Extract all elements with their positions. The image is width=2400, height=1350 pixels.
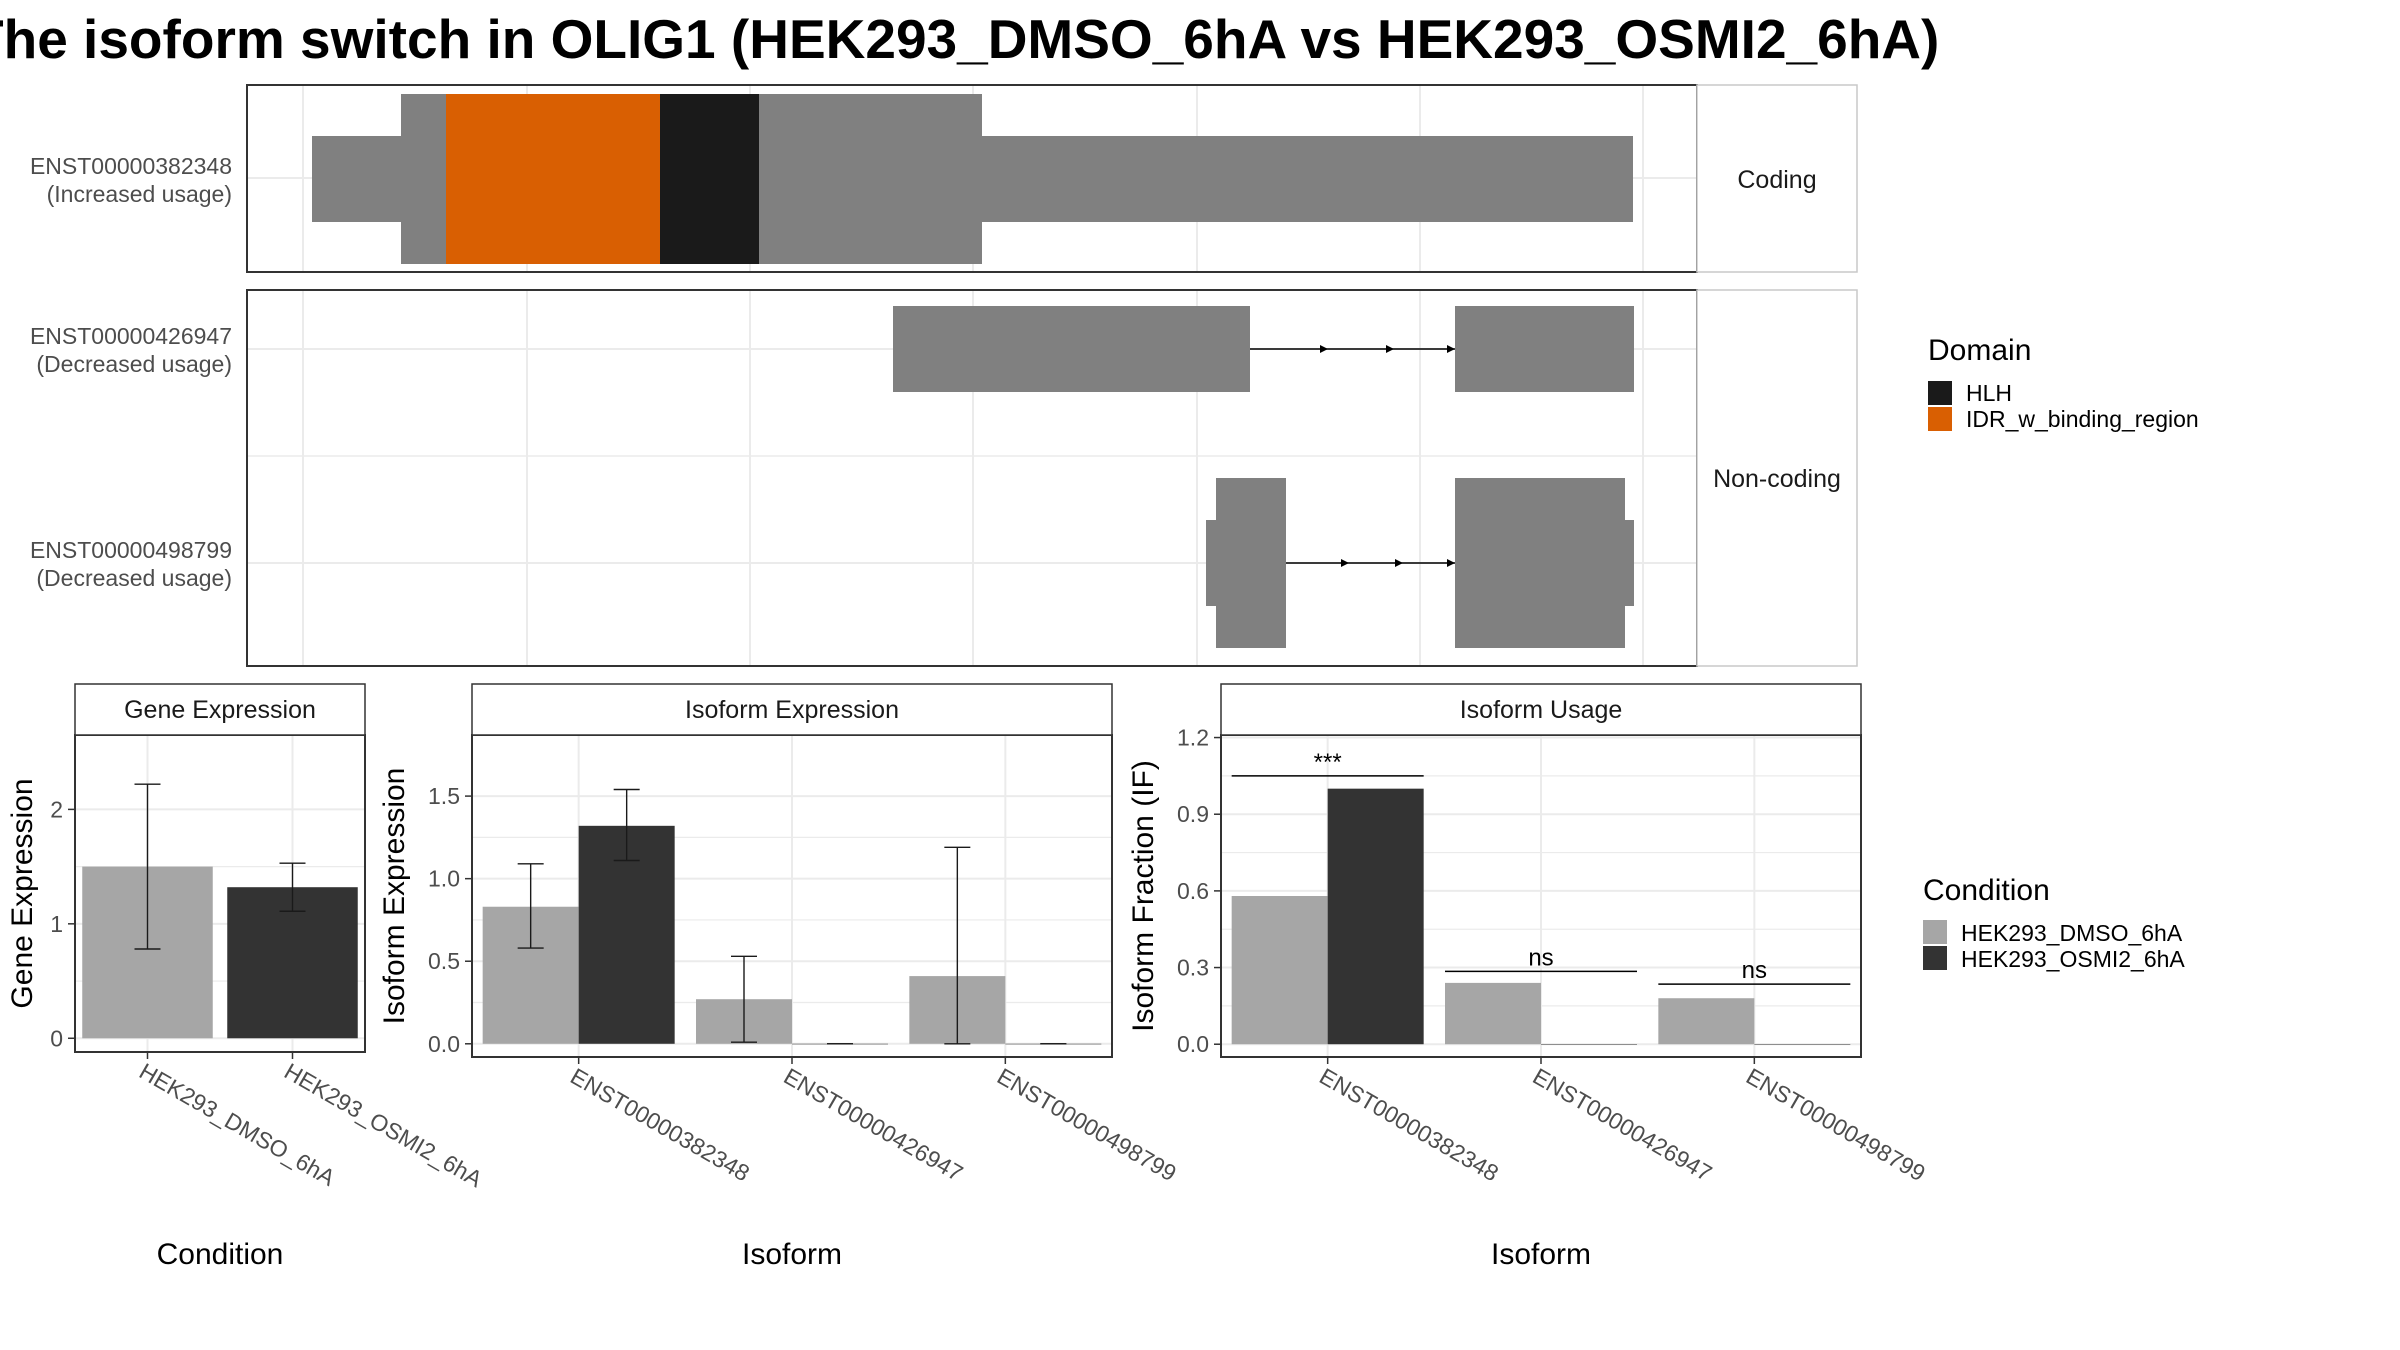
x-tick-label: ENST00000498799 <box>1742 1063 1930 1187</box>
exon-498799-2 <box>1455 478 1625 648</box>
x-tick-label: ENST00000382348 <box>566 1063 754 1187</box>
x-tick-label: ENST00000382348 <box>1315 1063 1503 1187</box>
panel-strip <box>74 683 366 736</box>
y-tick-label: 2 <box>50 796 63 822</box>
bar <box>227 887 358 1039</box>
figure-title: The isoform switch in OLIG1 (HEK293_DMSO… <box>0 8 1939 70</box>
y-tick-label: 1 <box>50 911 63 937</box>
intron-arrow-498799-3 <box>1447 559 1455 567</box>
exon-382348-utr5 <box>312 136 404 222</box>
panel-title: Isoform Usage <box>1460 696 1623 724</box>
strip-coding <box>1696 84 1858 273</box>
structure-panel-coding: Coding <box>246 84 1858 273</box>
intron-arrow-426947-1 <box>1320 345 1328 353</box>
error-bar <box>944 846 971 1045</box>
isoform-label-usage: (Increased usage) <box>47 181 232 207</box>
x-axis-title: Isoform <box>742 1238 842 1271</box>
y-tick-label: 0.0 <box>1177 1031 1209 1057</box>
domain-legend-label-hlh: HLH <box>1966 380 2012 406</box>
significance-label: ns <box>1742 957 1767 984</box>
isoform-label-id: ENST00000498799 <box>30 537 232 563</box>
significance-label: ns <box>1528 944 1553 971</box>
x-axis-title: Isoform <box>1491 1238 1591 1271</box>
y-axis-title: Gene Expression <box>6 778 39 1008</box>
panel-title: Gene Expression <box>124 696 316 724</box>
bar <box>1754 1044 1851 1045</box>
y-tick-label: 0.5 <box>428 948 460 974</box>
exon-498799-1-utr <box>1206 520 1218 606</box>
error-bar <box>517 863 544 949</box>
condition-legend-swatch-osmi <box>1923 946 1947 970</box>
domain-legend: Domain HLH IDR_w_binding_region <box>1928 334 2199 432</box>
error-bar <box>134 783 161 950</box>
domain-idr-w-binding-region <box>446 94 661 264</box>
structure-panel-noncoding: Non-coding <box>246 289 1858 667</box>
domain-legend-label-idr: IDR_w_binding_region <box>1966 406 2199 432</box>
y-tick-label: 0 <box>50 1025 63 1051</box>
exon-498799-1 <box>1216 478 1286 648</box>
x-tick-label: ENST00000426947 <box>1529 1063 1717 1187</box>
domain-legend-swatch-idr <box>1928 407 1952 431</box>
strip-coding-label: Coding <box>1737 166 1816 194</box>
exon-382348-cds-end <box>759 94 982 264</box>
bar <box>1658 998 1755 1045</box>
condition-legend-swatch-dmso <box>1923 920 1947 944</box>
x-tick-label: ENST00000498799 <box>993 1063 1181 1187</box>
strip-noncoding-label: Non-coding <box>1713 465 1841 493</box>
condition-legend-label-osmi: HEK293_OSMI2_6hA <box>1961 946 2185 972</box>
condition-legend-title: Condition <box>1923 874 2050 907</box>
condition-legend-label-dmso: HEK293_DMSO_6hA <box>1961 920 2183 946</box>
error-bar <box>731 955 757 1043</box>
y-tick-label: 0.3 <box>1177 955 1209 981</box>
bar <box>1327 788 1424 1045</box>
panel-strip <box>471 683 1113 736</box>
bar-panel-3: *** ns ns Isoform Usage 0.0 0.3 0.6 0.9 1.2 ENST0… <box>1127 683 1930 1271</box>
bar <box>1541 1044 1637 1045</box>
exon-382348-utr3 <box>981 136 1633 222</box>
bar <box>1231 896 1328 1045</box>
isoform-label-id: ENST00000382348 <box>30 153 232 179</box>
bar-panels: Gene Expression012HEK293_DMSO_6hAHEK293_… <box>6 683 1930 1271</box>
condition-legend: Condition HEK293_DMSO_6hA HEK293_OSMI2_6… <box>1923 874 2185 972</box>
x-axis-title: Condition <box>157 1238 284 1271</box>
domain-legend-title: Domain <box>1928 334 2031 367</box>
exon-426947-1 <box>893 306 1250 392</box>
y-tick-label: 1.5 <box>428 783 460 809</box>
bar-panel-2: Isoform Expression 0.0 0.5 1.0 1.5 ENST000003… <box>378 683 1181 1271</box>
y-tick-label: 0.0 <box>428 1031 460 1057</box>
y-tick-label: 0.6 <box>1177 878 1209 904</box>
y-tick-label: 0.9 <box>1177 801 1209 827</box>
y-tick-label: 1.0 <box>428 866 460 892</box>
panel-strip <box>1220 683 1862 736</box>
y-tick-label: 1.2 <box>1177 725 1209 751</box>
y-axis-title: Isoform Fraction (IF) <box>1127 760 1160 1032</box>
intron-arrow-426947-3 <box>1447 345 1455 353</box>
exon-426947-2 <box>1455 306 1634 392</box>
significance-label: *** <box>1314 749 1342 776</box>
y-axis-title: Isoform Expression <box>378 768 411 1025</box>
domain-legend-swatch-hlh <box>1928 381 1952 405</box>
isoform-label-usage: (Decreased usage) <box>36 351 232 377</box>
bar <box>578 825 675 1044</box>
bar-panel-1: Gene Expression012HEK293_DMSO_6hAHEK293_… <box>6 683 487 1271</box>
intron-arrow-426947-2 <box>1386 345 1394 353</box>
intron-arrow-498799-1 <box>1341 559 1349 567</box>
isoform-label-usage: (Decreased usage) <box>36 565 232 591</box>
panel-title: Isoform Expression <box>685 696 899 724</box>
isoform-label-id: ENST00000426947 <box>30 323 232 349</box>
isoform-labels: ENST00000382348 (Increased usage) ENST00… <box>30 153 232 591</box>
exon-382348-cds-start <box>401 94 447 264</box>
strip-noncoding <box>1696 289 1858 667</box>
exon-498799-2-utr <box>1623 520 1634 606</box>
x-tick-label: ENST00000426947 <box>780 1063 968 1187</box>
error-bar <box>279 862 306 912</box>
intron-arrow-498799-2 <box>1395 559 1403 567</box>
domain-hlh <box>660 94 760 264</box>
bar <box>1445 982 1541 1045</box>
error-bar <box>613 788 640 862</box>
